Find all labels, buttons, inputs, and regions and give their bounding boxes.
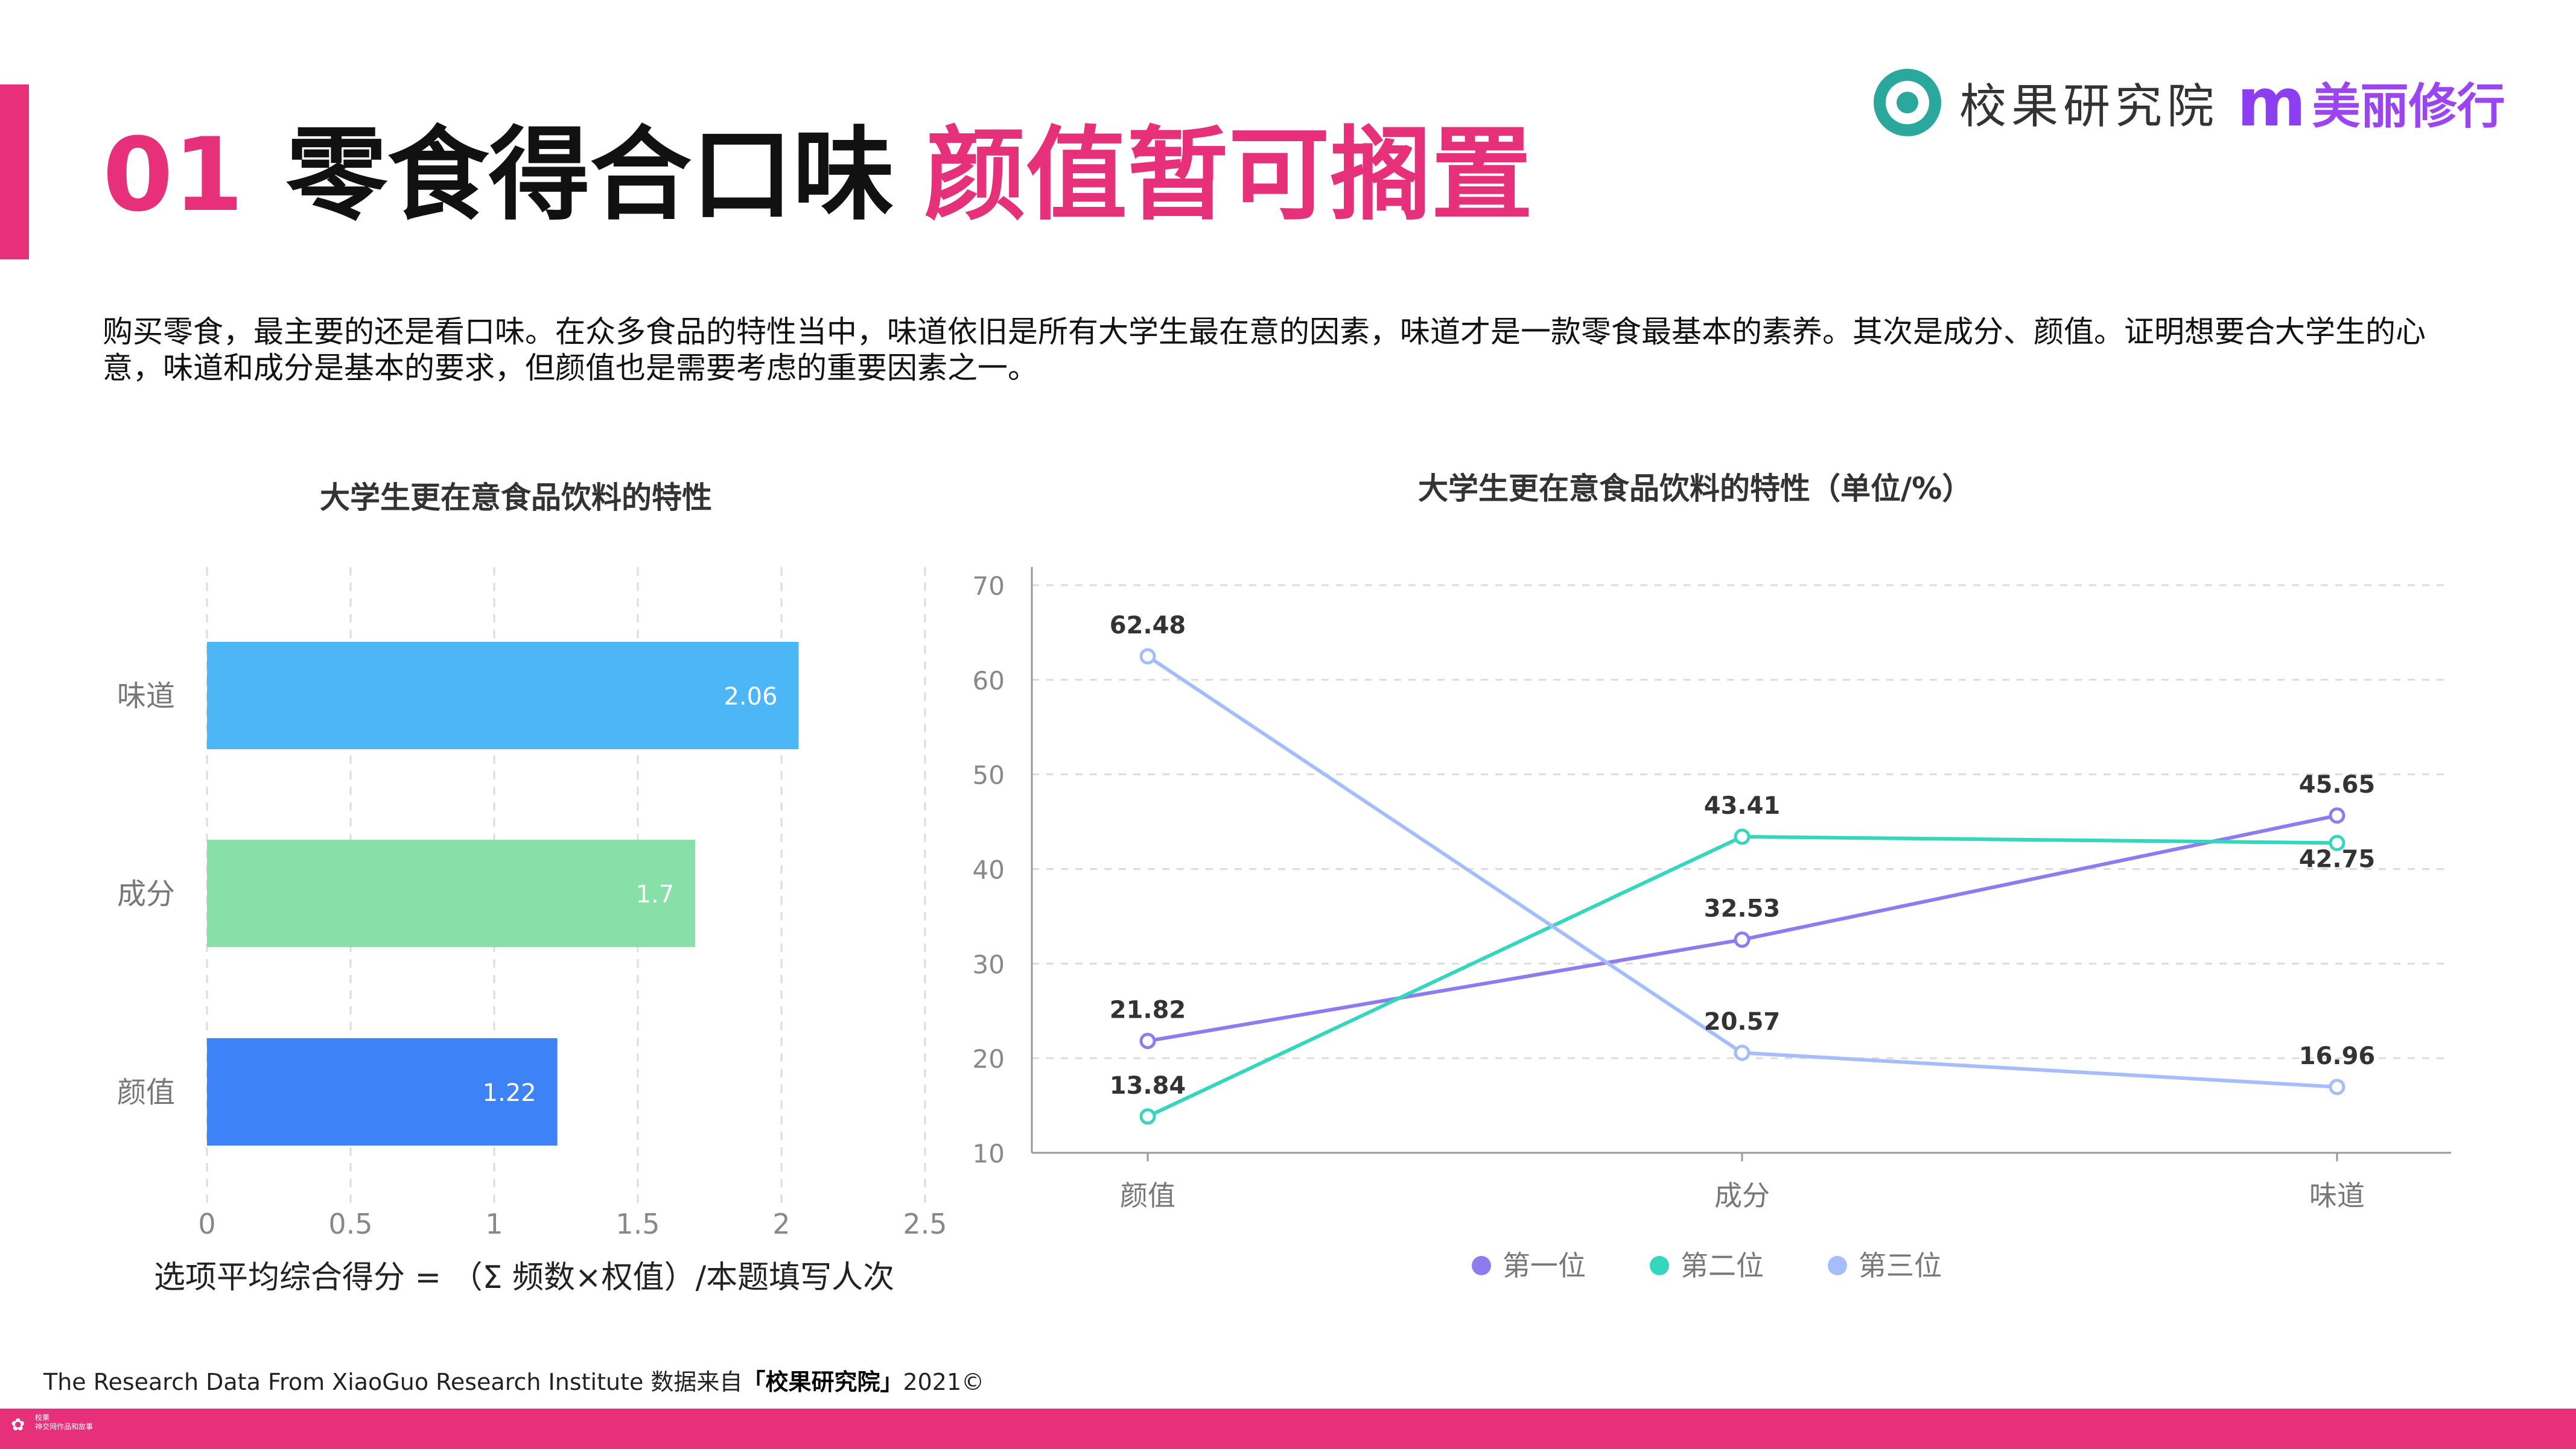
bar [207, 840, 696, 947]
footer-bar: ✿ 校果 神交网作品和故事 [0, 1409, 2576, 1449]
line-y-tick-label: 50 [973, 761, 1005, 790]
bar-category-label: 味道 [117, 679, 175, 713]
line-point [1139, 1033, 1156, 1050]
line-x-tick-label: 味道 [2309, 1179, 2365, 1212]
source-prefix: The Research Data From XiaoGuo Research … [43, 1369, 743, 1395]
bar-category-label: 成分 [117, 877, 175, 911]
line-y-tick-label: 70 [973, 571, 1005, 601]
title-number: 01 [103, 116, 244, 234]
line-point [1734, 931, 1751, 948]
legend-marker [1828, 1256, 1847, 1275]
line-data-label: 43.41 [1704, 792, 1781, 820]
legend-marker [1472, 1256, 1491, 1275]
page-title: 01 零食得合口味 颜值暂可搁置 [103, 112, 1533, 238]
line-point [1139, 1108, 1156, 1125]
line-data-label: 13.84 [1110, 1072, 1186, 1100]
bar-x-tick-label: 2 [772, 1208, 790, 1240]
title-highlight: 颜值暂可搁置 [924, 116, 1533, 234]
legend-marker [1650, 1256, 1669, 1275]
line-series [1147, 813, 2338, 1043]
legend-label: 第二位 [1681, 1249, 1764, 1282]
line-chart: 10 20 30 40 50 60 70 颜值 成分 味道 21.82 32.53 45.65 13.84… [973, 567, 2451, 1282]
source-suffix: 2021© [903, 1369, 985, 1395]
line-data-label: 16.96 [2299, 1042, 2376, 1070]
line-y-tick-label: 30 [973, 950, 1005, 979]
brand-name: 校果研究院 [1959, 80, 2219, 134]
line-chart-title: 大学生更在意食品饮料的特性（单位/%） [1418, 471, 1973, 506]
bar-value-label: 1.22 [483, 1079, 536, 1107]
footer-line-2: 神交网作品和故事 [35, 1422, 94, 1431]
line-y-tick-label: 20 [973, 1044, 1005, 1074]
data-source: The Research Data From XiaoGuo Research … [43, 1363, 984, 1397]
bar-x-tick-label: 1.5 [615, 1208, 660, 1240]
bar [207, 642, 799, 749]
footer-line-1: 校果 [35, 1413, 50, 1422]
line-data-label: 45.65 [2299, 771, 2376, 799]
bar-value-label: 1.7 [636, 881, 675, 908]
line-y-tick-label: 60 [973, 666, 1005, 696]
line-x-tick-label: 成分 [1714, 1179, 1770, 1212]
line-point [1734, 828, 1751, 845]
line-x-tick-label: 颜值 [1120, 1179, 1175, 1212]
line-data-label: 42.75 [2299, 845, 2376, 873]
line-point [1139, 648, 1156, 665]
bar-x-tick-label: 1 [485, 1208, 503, 1240]
score-formula: 选项平均综合得分 = （Σ 频数×权值）/本题填写人次 [154, 1260, 895, 1296]
legend-label: 第一位 [1503, 1249, 1586, 1282]
bar-category-label: 颜值 [117, 1076, 175, 1109]
line-point [2329, 834, 2345, 851]
bar-chart: 0 0.5 1 1.5 2 2.5 2.06 味道 1.7 成分 1.22 颜值 [117, 567, 947, 1240]
partner-logo-mark: m [2237, 64, 2306, 141]
line-series [1146, 835, 2338, 1118]
bar-x-tick-label: 2.5 [903, 1208, 947, 1240]
bar-value-label: 2.06 [724, 683, 777, 711]
brand-logo: 校果研究院 m 美丽修行 [1874, 63, 2505, 142]
source-brand: 「校果研究院」 [742, 1369, 903, 1395]
xiaoguo-logo-icon [1874, 69, 1941, 136]
bar-x-tick-label: 0.5 [328, 1208, 372, 1240]
line-point [2329, 1079, 2345, 1095]
title-main: 零食得合口味 [285, 116, 894, 234]
footer-text: 校果 神交网作品和故事 [35, 1413, 93, 1432]
flower-logo-icon: ✿ [11, 1415, 25, 1435]
line-data-label: 21.82 [1110, 997, 1186, 1024]
line-point [1734, 1044, 1751, 1061]
intro-paragraph: 购买零食，最主要的还是看口味。在众多食品的特性当中，味道依旧是所有大学生最在意的… [103, 314, 2426, 385]
bar [207, 1038, 558, 1146]
partner-name: 美丽修行 [2312, 78, 2505, 135]
line-data-label: 32.53 [1704, 895, 1781, 923]
line-point [2329, 807, 2345, 824]
line-data-label: 62.48 [1110, 612, 1186, 639]
left-accent-bar [0, 84, 29, 259]
bar-x-tick-label: 0 [198, 1208, 215, 1240]
line-y-tick-label: 10 [973, 1139, 1005, 1168]
bar-chart-title: 大学生更在意食品饮料的特性 [320, 480, 712, 515]
line-y-tick-label: 40 [973, 855, 1005, 885]
line-data-label: 20.57 [1704, 1008, 1781, 1036]
legend-label: 第三位 [1859, 1249, 1942, 1282]
